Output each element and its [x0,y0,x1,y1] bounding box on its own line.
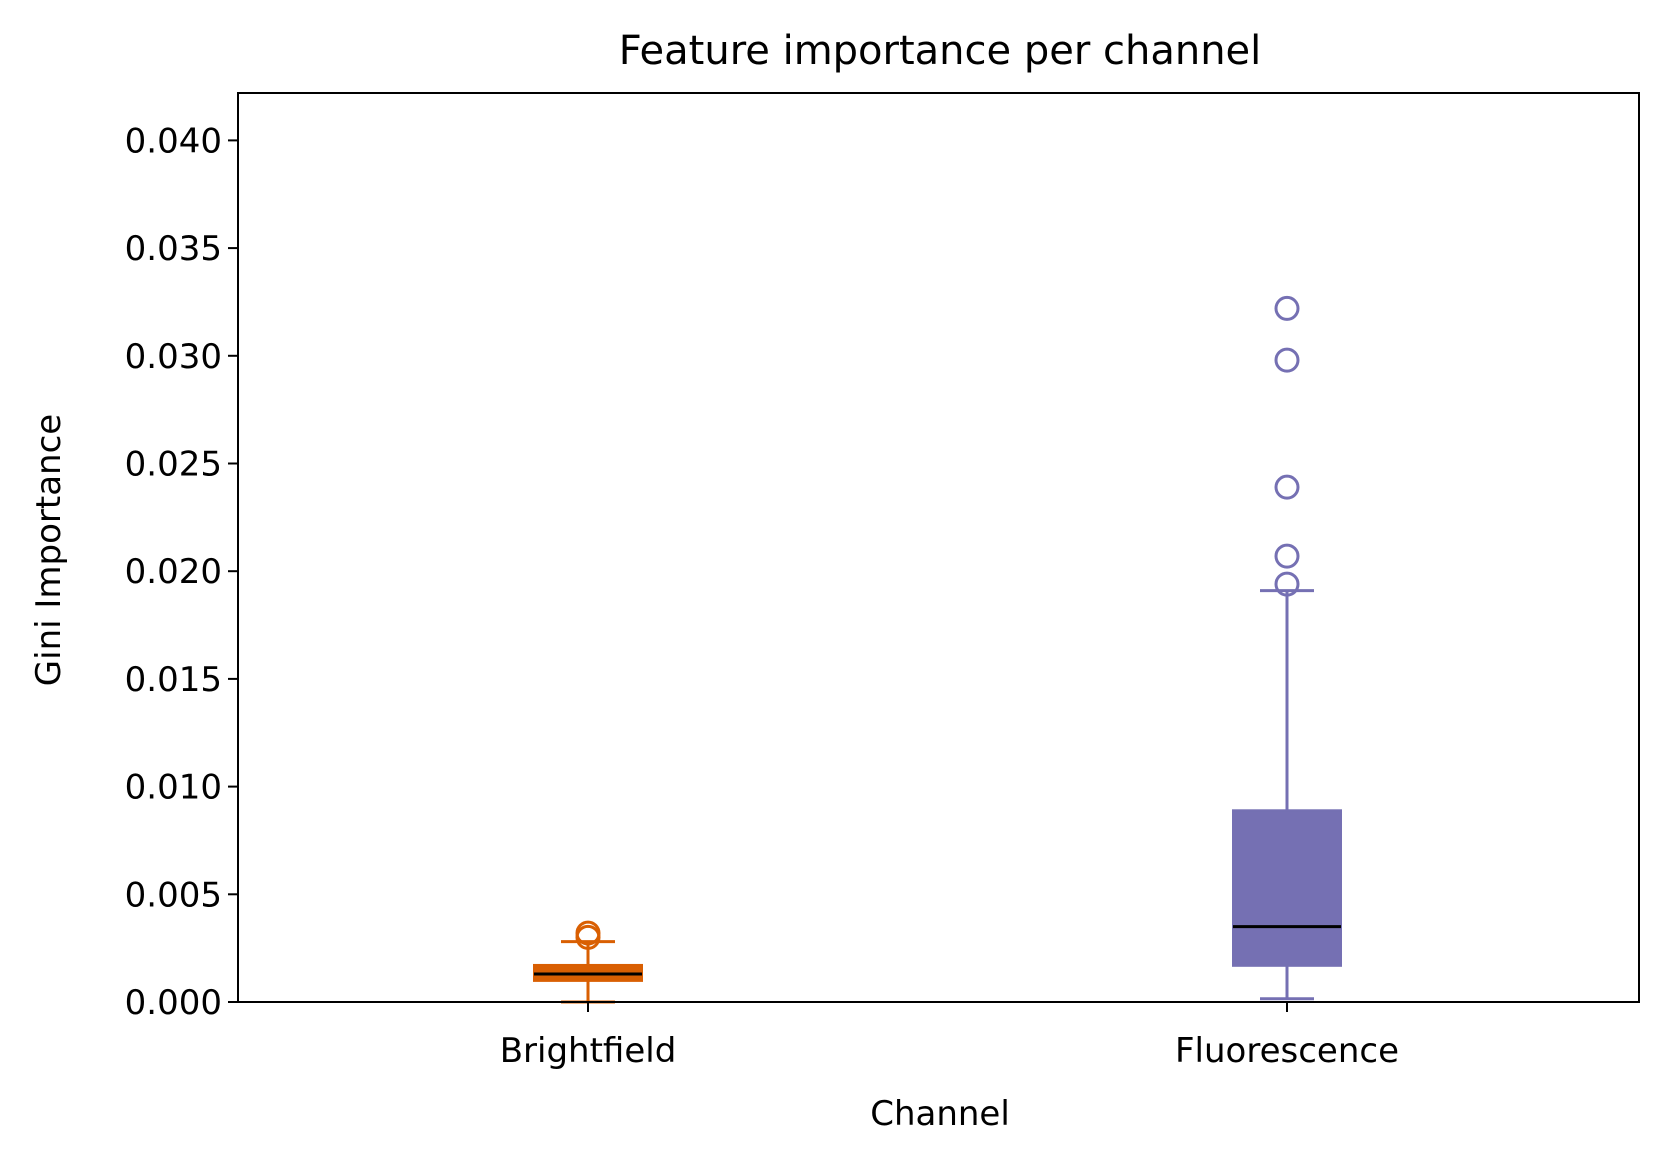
x-tick-label: Brightfield [500,1031,677,1071]
iqr-box [1232,809,1342,967]
y-tick-label: 0.020 [125,552,222,592]
box-brightfield [533,920,643,1004]
x-tick-label: Fluorescence [1175,1031,1399,1071]
y-tick-label: 0.035 [125,229,222,269]
y-tick-label: 0.015 [125,660,222,700]
y-tick-label: 0.030 [125,337,222,377]
outlier-point [1274,474,1300,500]
plot-area [533,295,1342,1004]
box-fluorescence [1232,295,1342,1001]
outlier-point [575,920,601,946]
y-axis: 0.000 0.005 0.010 0.015 0.020 0.025 0.030 0.035… [125,121,238,1023]
outlier-point [1274,543,1300,569]
chart-title: Feature importance per channel [619,28,1262,74]
outlier-point [1274,571,1300,597]
y-tick-label: 0.040 [125,121,222,161]
outlier-point [1274,295,1300,321]
y-tick-label: 0.025 [125,444,222,484]
y-tick-label: 0.005 [125,875,222,915]
y-axis-label: Gini Importance [29,414,69,686]
outlier-point [1274,347,1300,373]
y-tick-label: 0.000 [125,983,222,1023]
axes-frame [237,92,1640,1003]
x-axis: Brightfield Fluorescence [500,1002,1399,1071]
x-axis-label: Channel [870,1094,1010,1134]
y-tick-label: 0.010 [125,768,222,808]
